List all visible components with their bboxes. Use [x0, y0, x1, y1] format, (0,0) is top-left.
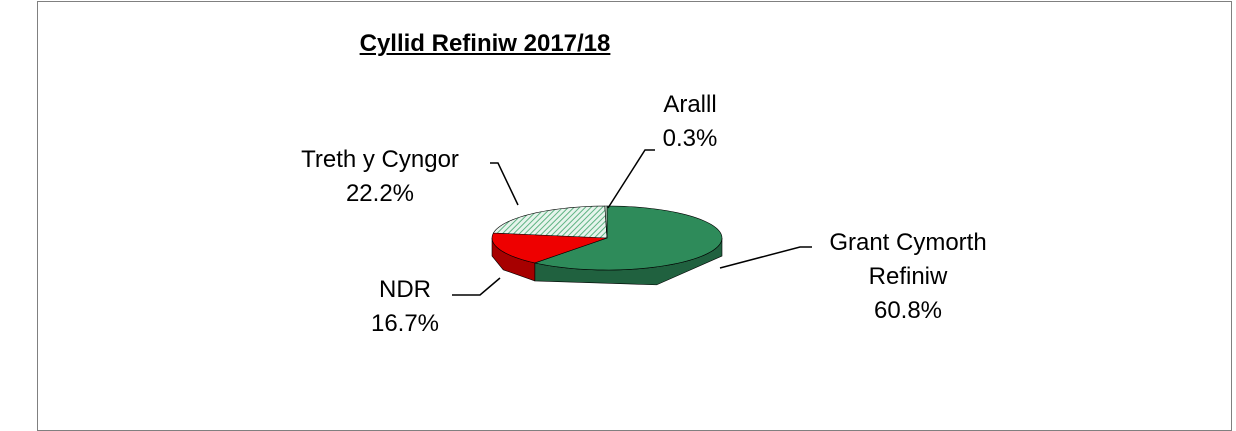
slice: [604, 205, 608, 239]
slice-label: Aralll 0.3%: [663, 88, 718, 156]
slice: [533, 205, 723, 271]
category-label: Grant Cymorth Refiniw: [829, 229, 987, 290]
leader-line: [490, 162, 519, 206]
value-label: 16.7%: [370, 310, 440, 337]
slice-label: NDR 16.7%: [371, 273, 439, 341]
leader-line: [452, 277, 501, 296]
category-label: NDR: [379, 276, 431, 303]
slice: [491, 232, 608, 264]
page: Cyllid Refiniw 2017/18 (() => { const da…: [37, 1, 1232, 431]
chart-title: Cyllid Refiniw 2017/18: [359, 30, 611, 57]
leader-line: [719, 246, 812, 269]
leader-line: [607, 149, 655, 209]
slice-label: Grant Cymorth Refiniw 60.8%: [818, 226, 998, 328]
value-label: 60.8%: [873, 297, 943, 324]
value-label: 0.3%: [662, 125, 718, 152]
category-label: Aralll: [663, 91, 717, 118]
slice: [492, 205, 608, 239]
slice-label: Treth y Cyngor 22.2%: [301, 143, 459, 211]
category-label: Treth y Cyngor: [301, 146, 459, 173]
chart: [452, 149, 812, 296]
value-label: 22.2%: [345, 180, 415, 207]
